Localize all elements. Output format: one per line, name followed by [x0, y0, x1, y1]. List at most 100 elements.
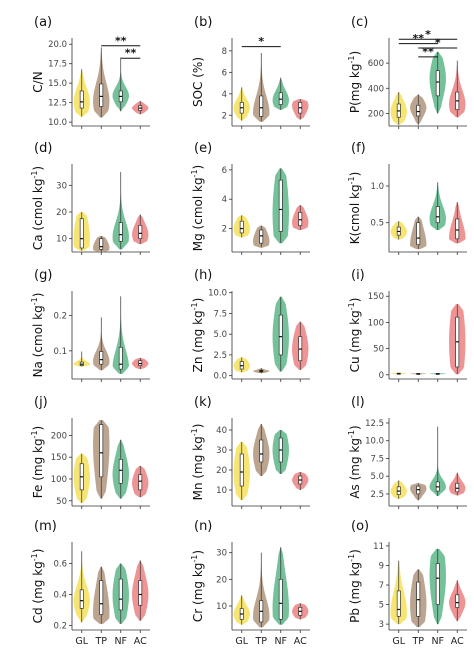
panel-letter: (h) — [194, 268, 212, 283]
y-tick-label: 2.5 — [370, 490, 384, 500]
y-tick-label: 7.5 — [213, 309, 227, 319]
box-ac — [138, 224, 143, 240]
box-ac — [455, 218, 460, 240]
x-tick-label: AC — [451, 636, 464, 647]
box-tp — [99, 424, 104, 478]
y-tick-label: 20.0 — [48, 40, 67, 50]
box-ac — [298, 212, 303, 226]
y-axis-label: Cr (mg kg-1) — [190, 550, 205, 622]
panel-b: (b) SOC (%) 2 4 6 8 * — [191, 15, 310, 129]
y-axis-label: P(mg kg-1) — [347, 51, 362, 113]
y-tick-label: 100 — [368, 318, 384, 328]
y-tick-label: 5.0 — [213, 330, 227, 340]
box-gl — [79, 218, 84, 249]
y-tick-label: 0.2 — [53, 312, 67, 322]
x-tick-label: TP — [94, 636, 107, 647]
y-tick-label: 4 — [222, 90, 227, 100]
x-tick-label: NF — [431, 636, 444, 647]
y-axis-label: As (mg kg-1) — [347, 425, 362, 498]
box-tp — [99, 580, 104, 615]
y-axis-label: Cd (mg kg-1) — [30, 549, 45, 624]
y-tick-label: 10.0 — [208, 289, 227, 299]
panel-letter: (k) — [194, 395, 212, 410]
panel-n: (n) Cr (mg kg-1) 10 20 30 GL TP NF AC — [190, 519, 310, 647]
x-tick-label: AC — [134, 636, 147, 647]
box-gl — [239, 453, 244, 487]
box-nf — [435, 70, 440, 97]
box-tp — [99, 238, 104, 250]
y-axis-label: Mg (cmol kg-1) — [190, 165, 205, 251]
box-ac — [455, 482, 460, 493]
panel-letter: (n) — [194, 519, 212, 534]
panel-letter: (a) — [34, 15, 52, 30]
y-tick-label: 2.5 — [213, 351, 227, 361]
y-tick-label: 20 — [216, 466, 227, 476]
significance-label: * — [425, 28, 431, 41]
y-tick-label: 50 — [373, 345, 384, 355]
y-tick-label: 2 — [222, 225, 227, 235]
box-nf — [435, 563, 440, 605]
y-tick-label: 0.5 — [370, 219, 384, 229]
y-tick-label: 150 — [51, 453, 67, 463]
y-tick-label: 11 — [373, 542, 384, 552]
y-tick-label: 15.0 — [48, 79, 67, 89]
significance-label: ** — [115, 34, 127, 47]
y-tick-label: 7 — [379, 581, 384, 591]
panel-o: (o) Pb (mg kg-1) 3 5 7 9 11 GL TP NF AC — [347, 519, 467, 647]
box-nf — [118, 459, 123, 484]
panel-g: (g) Na (cmol kg-1) 0.1 0.2 — [30, 268, 150, 382]
panel-letter: (i) — [351, 268, 365, 283]
significance-label: ** — [422, 45, 434, 58]
y-axis-label: Fe (mg kg-1) — [30, 426, 45, 498]
panel-letter: (j) — [34, 395, 48, 410]
y-tick-label: 10.0 — [48, 118, 67, 128]
box-nf — [278, 578, 283, 620]
panel-letter: (m) — [34, 519, 57, 534]
panel-letter: (o) — [351, 519, 369, 534]
panel-a: (a) C/N 10.0 12.5 15.0 17.5 20.0 **** — [31, 15, 150, 129]
y-tick-label: 0 — [379, 371, 384, 381]
y-tick-label: 12.5 — [365, 419, 384, 429]
y-tick-label: 17.5 — [48, 60, 67, 70]
panel-letter: (g) — [34, 268, 52, 283]
x-tick-label: GL — [75, 636, 88, 647]
panel-m: (m) Cd (mg kg-1) 0.2 0.4 0.6 GL TP NF AC — [30, 519, 150, 647]
y-axis-label: Pb (mg kg-1) — [347, 549, 362, 623]
y-axis-label: Ca (cmol kg-1) — [30, 166, 45, 250]
y-tick-label: 8 — [222, 47, 227, 57]
y-tick-label: 6 — [222, 166, 227, 176]
x-tick-label: NF — [114, 636, 127, 647]
box-tp — [416, 104, 421, 117]
x-tick-label: AC — [294, 636, 307, 647]
y-tick-label: 10 — [216, 602, 227, 612]
y-axis-label: Zn (mg kg-1) — [190, 298, 205, 373]
panel-f: (f) K(cmol kg-1) 0.5 1.0 — [347, 141, 467, 255]
y-tick-label: 12.5 — [48, 99, 67, 109]
box-nf — [278, 314, 283, 356]
y-axis-label: Mn (mg kg-1) — [190, 424, 205, 501]
panel-d: (d) Ca (cmol kg-1) 10 20 30 — [30, 141, 150, 255]
panel-letter: (c) — [351, 15, 368, 30]
box-gl — [79, 90, 84, 109]
y-tick-label: 200 — [51, 431, 67, 441]
panel-letter: (e) — [194, 141, 212, 156]
significance-label: * — [258, 35, 264, 48]
significance-label: ** — [125, 47, 137, 60]
y-tick-label: 10 — [56, 235, 67, 245]
panel-l: (l) As (mg kg-1) 2.5 5.0 7.5 10.0 12.5 — [347, 395, 467, 509]
panel-letter: (l) — [351, 395, 365, 410]
y-tick-label: 600 — [368, 59, 384, 69]
y-tick-label: 7.5 — [370, 454, 384, 464]
box-nf — [118, 346, 123, 370]
box-ac — [138, 474, 143, 491]
y-axis-label: C/N — [31, 71, 45, 92]
y-tick-label: 0.4 — [53, 590, 67, 600]
panel-j: (j) Fe (mg kg-1) 50 100 150 200 — [30, 395, 150, 509]
box-tp — [416, 222, 421, 246]
y-tick-label: 400 — [368, 84, 384, 94]
box-tp — [259, 229, 264, 244]
y-tick-label: 9 — [379, 561, 384, 571]
y-tick-label: 0.0 — [213, 372, 227, 382]
y-axis-label: SOC (%) — [191, 57, 205, 107]
